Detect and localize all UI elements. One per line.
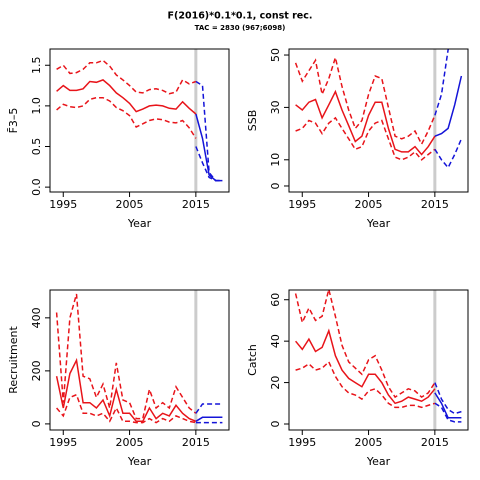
y-tick-label: 40 xyxy=(269,334,282,348)
series-line xyxy=(434,49,450,116)
series-line xyxy=(434,138,463,169)
x-tick-label: 2005 xyxy=(116,436,144,449)
x-tick-label: 2005 xyxy=(355,436,383,449)
y-tick-label: 0 xyxy=(269,420,282,427)
y-tick-label: 10 xyxy=(269,153,282,167)
y-tick-label: 60 xyxy=(269,293,282,307)
panel: 1995 2005 2015 0 20 40 60 Year Catch xyxy=(246,289,469,468)
plot-area xyxy=(56,59,223,182)
series-line xyxy=(295,116,436,161)
y-axis-label: Catch xyxy=(246,344,259,376)
series-line xyxy=(56,79,197,115)
plot-area xyxy=(294,49,463,169)
figure-subtitle: TAC = 2830 (967;6098) xyxy=(195,24,286,32)
y-tick-label: 0.0 xyxy=(30,178,43,196)
series-line xyxy=(295,360,436,409)
y-axis-label: SSB xyxy=(246,110,259,132)
series-line xyxy=(56,393,197,424)
series-line xyxy=(195,146,223,182)
x-tick-label: 1995 xyxy=(288,198,316,211)
y-tick-label: 0 xyxy=(30,420,43,427)
series-line xyxy=(56,96,197,139)
series-line xyxy=(295,89,436,156)
y-tick-label: 200 xyxy=(30,360,43,381)
y-tick-label: 30 xyxy=(269,100,282,114)
x-tick-label: 2005 xyxy=(355,198,383,211)
series-line xyxy=(55,357,197,423)
series-line xyxy=(195,416,223,422)
series-line xyxy=(434,392,462,419)
series-line xyxy=(434,382,462,415)
series-line xyxy=(434,75,463,137)
series-line xyxy=(195,113,223,182)
x-tick-label: 2015 xyxy=(182,198,210,211)
y-tick-label: 20 xyxy=(269,376,282,390)
x-tick-label: 2005 xyxy=(116,198,144,211)
figure-title: F(2016)*0.1*0.1, const rec. xyxy=(168,11,313,22)
series-line xyxy=(294,290,436,399)
series-line xyxy=(195,403,223,414)
x-axis-label: Year xyxy=(127,217,152,230)
series-line xyxy=(294,54,436,146)
y-tick-label: 50 xyxy=(269,48,282,62)
x-tick-label: 2015 xyxy=(182,436,210,449)
plot-area xyxy=(294,290,462,423)
plot-frame xyxy=(288,289,469,431)
plot-frame xyxy=(49,48,230,193)
plot-frame xyxy=(49,289,230,431)
x-tick-label: 1995 xyxy=(49,198,77,211)
series-line xyxy=(295,328,436,405)
series-line xyxy=(55,293,197,420)
x-tick-label: 2015 xyxy=(421,198,449,211)
y-tick-label: 0 xyxy=(269,182,282,189)
y-axis-label: F̄3–5 xyxy=(7,108,20,134)
x-tick-label: 2015 xyxy=(421,436,449,449)
plot-frame xyxy=(288,48,469,193)
y-tick-label: 0.5 xyxy=(30,138,43,156)
y-tick-label: 1.0 xyxy=(30,97,43,115)
panel: 1995 2005 2015 0 200 400 Year Recruitment xyxy=(7,289,230,468)
y-tick-label: 400 xyxy=(30,307,43,328)
panel: 1995 2005 2015 0.0 0.5 1.0 1.5 Year F̄3–5 xyxy=(7,48,230,230)
y-axis-label: Recruitment xyxy=(7,326,20,394)
x-tick-label: 1995 xyxy=(288,436,316,449)
x-tick-label: 1995 xyxy=(49,436,77,449)
x-axis-label: Year xyxy=(366,455,391,468)
x-axis-label: Year xyxy=(366,217,391,230)
plot-area xyxy=(55,293,223,424)
x-axis-label: Year xyxy=(127,455,152,468)
series-line xyxy=(56,59,197,95)
panel: 1995 2005 2015 0 10 30 50 Year SSB xyxy=(246,48,469,230)
y-tick-label: 1.5 xyxy=(30,57,43,75)
